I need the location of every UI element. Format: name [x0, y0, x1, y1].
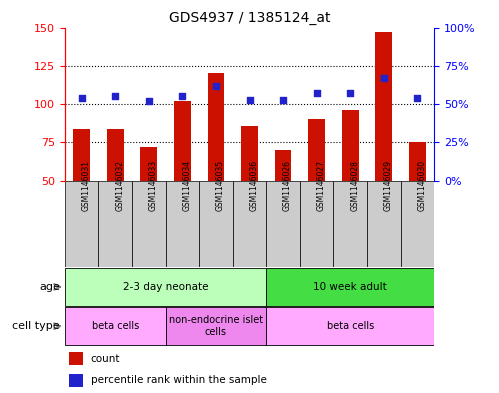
- Bar: [73, 129, 90, 181]
- Text: count: count: [91, 354, 120, 364]
- Text: GSM1146032: GSM1146032: [115, 160, 124, 211]
- Point: [78, 95, 86, 101]
- Text: GSM1146030: GSM1146030: [417, 160, 426, 211]
- Bar: [65, 307, 166, 345]
- Point: [212, 83, 220, 89]
- Point: [246, 96, 253, 103]
- Bar: [409, 142, 426, 181]
- Bar: [68, 352, 83, 365]
- Bar: [233, 181, 266, 267]
- Bar: [98, 181, 132, 267]
- Text: 2-3 day neonate: 2-3 day neonate: [123, 282, 208, 292]
- Text: age: age: [39, 282, 60, 292]
- Bar: [308, 119, 325, 181]
- Text: GSM1146036: GSM1146036: [250, 160, 258, 211]
- Bar: [65, 181, 98, 267]
- Bar: [274, 150, 291, 181]
- Bar: [342, 110, 359, 181]
- Text: cell type: cell type: [12, 321, 60, 331]
- Text: beta cells: beta cells: [92, 321, 139, 331]
- Bar: [375, 32, 392, 181]
- Bar: [266, 307, 434, 345]
- Bar: [174, 101, 191, 181]
- Bar: [107, 129, 124, 181]
- Bar: [166, 181, 199, 267]
- Text: GSM1146035: GSM1146035: [216, 160, 225, 211]
- Text: GSM1146031: GSM1146031: [82, 160, 91, 211]
- Bar: [401, 181, 434, 267]
- Bar: [132, 181, 166, 267]
- Bar: [266, 268, 434, 306]
- Title: GDS4937 / 1385124_at: GDS4937 / 1385124_at: [169, 11, 330, 25]
- Text: GSM1146034: GSM1146034: [182, 160, 191, 211]
- Point: [346, 90, 354, 97]
- Bar: [140, 147, 157, 181]
- Text: 10 week adult: 10 week adult: [313, 282, 387, 292]
- Point: [279, 96, 287, 103]
- Bar: [300, 181, 333, 267]
- Point: [413, 95, 421, 101]
- Text: GSM1146027: GSM1146027: [317, 160, 326, 211]
- Bar: [65, 268, 266, 306]
- Point: [380, 75, 388, 81]
- Text: beta cells: beta cells: [326, 321, 374, 331]
- Text: percentile rank within the sample: percentile rank within the sample: [91, 375, 266, 386]
- Bar: [166, 307, 266, 345]
- Text: GSM1146033: GSM1146033: [149, 160, 158, 211]
- Bar: [333, 181, 367, 267]
- Bar: [266, 181, 300, 267]
- Text: GSM1146026: GSM1146026: [283, 160, 292, 211]
- Bar: [208, 73, 225, 181]
- Bar: [367, 181, 401, 267]
- Point: [313, 90, 321, 97]
- Point: [145, 98, 153, 104]
- Bar: [199, 181, 233, 267]
- Text: GSM1146029: GSM1146029: [384, 160, 393, 211]
- Bar: [241, 126, 258, 181]
- Bar: [68, 374, 83, 387]
- Text: non-endocrine islet
cells: non-endocrine islet cells: [169, 316, 263, 337]
- Text: GSM1146028: GSM1146028: [350, 160, 359, 211]
- Point: [111, 93, 119, 99]
- Point: [178, 93, 186, 99]
